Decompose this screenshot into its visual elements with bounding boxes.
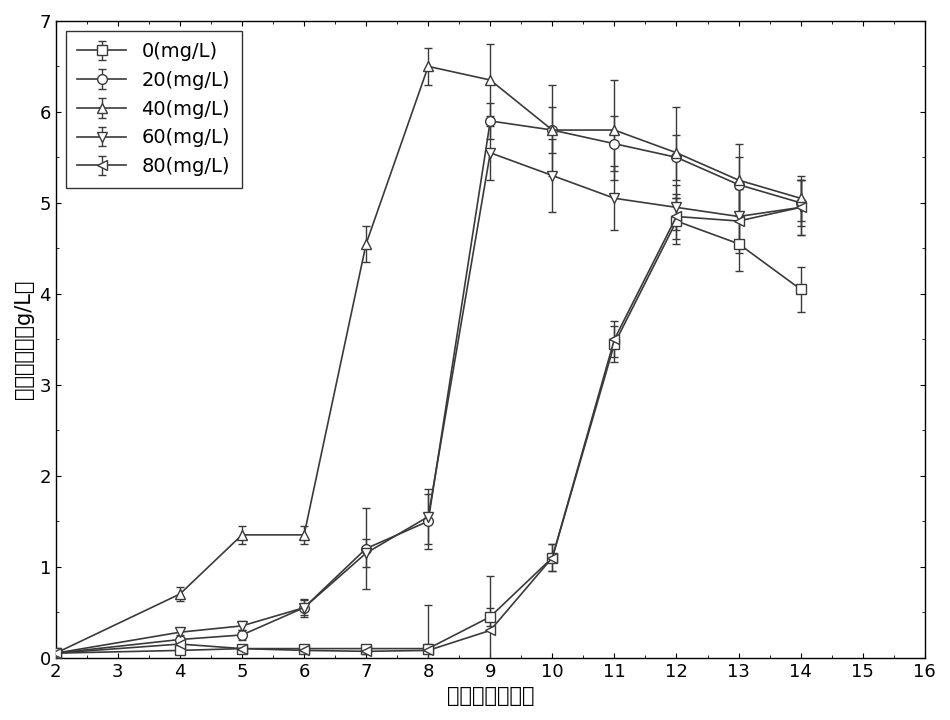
Legend: 0(mg/L), 20(mg/L), 40(mg/L), 60(mg/L), 80(mg/L): 0(mg/L), 20(mg/L), 40(mg/L), 60(mg/L), 8…	[66, 31, 241, 188]
X-axis label: 培养时间（天）: 培养时间（天）	[446, 686, 534, 706]
Y-axis label: 生物量浓度（g/L）: 生物量浓度（g/L）	[14, 279, 34, 399]
